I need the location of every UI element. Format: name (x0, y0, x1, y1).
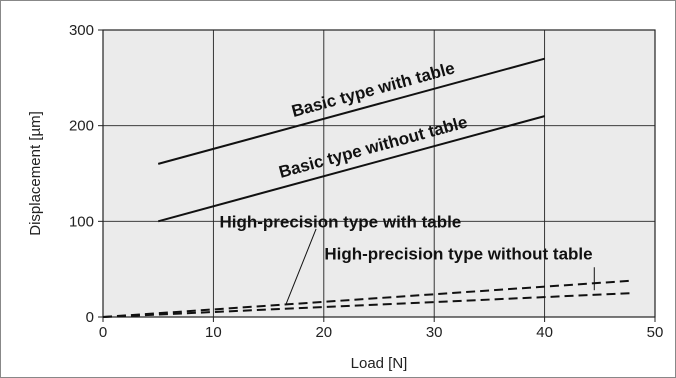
y-tick-label: 100 (69, 213, 94, 230)
grid-lines (98, 29, 656, 322)
series-label-2: High-precision type with table (219, 212, 461, 231)
series-line-0 (157, 57, 545, 165)
plot-area (102, 29, 656, 318)
x-axis-label: Load [N] (351, 355, 408, 372)
series-line-3 (102, 292, 633, 318)
x-tick-label: 0 (99, 324, 107, 341)
y-tick-label: 0 (86, 309, 94, 326)
series-label-3: High-precision type without table (324, 245, 592, 264)
x-tick-label: 10 (205, 324, 222, 341)
series-lines (102, 57, 633, 318)
series-line-2 (102, 279, 633, 318)
y-tick-label: 200 (69, 118, 94, 135)
series-line-1 (157, 115, 545, 223)
x-tick-label: 40 (536, 324, 553, 341)
y-axis-label: Displacement [µm] (27, 111, 44, 236)
x-tick-label: 50 (647, 324, 664, 341)
tick-labels: 0 10 20 30 40 50 0 100 200 300 (69, 22, 663, 341)
x-tick-label: 20 (315, 324, 332, 341)
y-tick-label: 300 (69, 22, 94, 39)
leader-line-2 (285, 228, 317, 304)
leader-lines (285, 228, 595, 304)
x-tick-label: 30 (426, 324, 443, 341)
